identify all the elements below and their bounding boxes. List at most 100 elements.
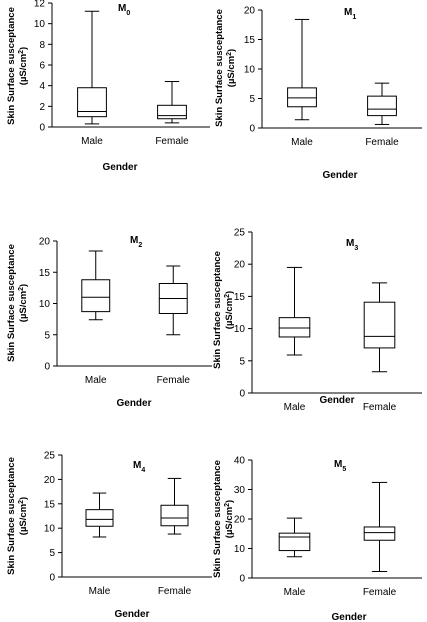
box-female	[363, 282, 396, 373]
chart-title: M1	[344, 7, 356, 21]
box-male	[278, 266, 311, 356]
y-axis-label: Skin Surface susceptance (µS/cm2)	[6, 244, 29, 362]
x-tick-label-male: Male	[89, 586, 111, 597]
x-tick-label-female: Female	[363, 402, 397, 413]
y-tick-label: 5	[239, 356, 245, 367]
x-axis-label: Gender	[331, 612, 366, 622]
y-axis-label: Skin Surface susceptance (µS/cm2)	[214, 9, 237, 127]
y-tick-label: 10	[44, 524, 56, 535]
y-tick-label: 25	[234, 228, 246, 239]
y-axis-label-line1: Skin Surface susceptance	[212, 460, 223, 578]
box-iqr	[363, 301, 396, 349]
chart-m3: Skin Surface susceptance (µS/cm2) M3 Gen…	[212, 228, 422, 413]
y-tick-label: 25	[44, 451, 56, 462]
y-tick-label: 0	[239, 389, 245, 400]
box-iqr	[160, 504, 189, 527]
box-iqr	[278, 532, 311, 552]
box-male	[287, 18, 317, 121]
y-tick-label: 5	[44, 330, 50, 341]
box-iqr	[278, 317, 311, 338]
box-male	[278, 517, 311, 558]
y-axis-label-line2: (µS/cm2)	[18, 284, 30, 322]
x-tick-label-male: Male	[291, 137, 313, 148]
y-axis-label-line2: (µS/cm2)	[226, 49, 238, 87]
y-tick-label: 20	[44, 475, 56, 486]
x-axis-label: Gender	[114, 609, 149, 620]
box-iqr	[81, 279, 111, 313]
y-tick-label: 15	[39, 268, 51, 279]
box-male	[81, 250, 111, 321]
box-iqr	[363, 526, 396, 541]
box-female	[363, 481, 396, 573]
box-iqr	[85, 509, 114, 527]
y-tick-label: 20	[234, 260, 246, 271]
y-tick-label: 10	[234, 544, 246, 555]
x-tick-label-male: Male	[284, 587, 306, 598]
box-male	[77, 10, 107, 125]
chart-title: M2	[130, 235, 142, 249]
x-tick-label-female: Female	[365, 137, 399, 148]
box-female	[158, 265, 188, 336]
y-tick-label: 10	[234, 324, 246, 335]
box-iqr	[157, 104, 187, 120]
y-tick-label: 15	[244, 35, 256, 46]
x-tick-label-female: Female	[157, 375, 191, 386]
x-tick-label-female: Female	[158, 586, 192, 597]
chart-m4: Skin Surface susceptance (µS/cm2) M4 Gen…	[6, 451, 212, 620]
y-axis-label: Skin Surface susceptance (µS/cm2)	[212, 251, 235, 369]
y-tick-label: 10	[39, 299, 51, 310]
y-axis-label: Skin Surface susceptance (µS/cm2)	[6, 7, 29, 125]
box-female	[157, 81, 187, 124]
y-tick-label: 5	[49, 548, 55, 559]
y-tick-label: 0	[49, 573, 55, 584]
x-axis-label: Gender	[319, 395, 354, 406]
y-tick-label: 6	[39, 61, 45, 72]
x-axis-label: Gender	[322, 170, 357, 181]
y-tick-label: 0	[249, 124, 255, 135]
y-tick-label: 10	[244, 65, 256, 76]
y-axis-label: Skin Surface susceptance (µS/cm2)	[6, 457, 29, 575]
y-tick-label: 10	[34, 19, 46, 30]
y-axis-label-line1: Skin Surface susceptance	[6, 244, 17, 362]
y-axis-label-line1: Skin Surface susceptance	[6, 457, 17, 575]
x-tick-label-female: Female	[363, 587, 397, 598]
x-axis-label: Gender	[116, 398, 151, 409]
box-female	[160, 477, 189, 535]
box-iqr	[77, 87, 107, 118]
y-tick-label: 0	[239, 574, 245, 585]
chart-m1: Skin Surface susceptance (µS/cm2) M1 Gen…	[214, 6, 422, 181]
y-tick-label: 5	[249, 94, 255, 105]
box-female	[367, 82, 397, 125]
y-axis-label-line2: (µS/cm2)	[224, 291, 236, 329]
x-tick-label-male: Male	[284, 402, 306, 413]
box-iqr	[367, 95, 397, 117]
y-tick-label: 30	[234, 485, 246, 496]
y-tick-label: 0	[44, 362, 50, 373]
y-axis-label-line2: (µS/cm2)	[18, 497, 30, 535]
y-tick-label: 15	[44, 499, 56, 510]
box-male	[85, 492, 114, 538]
x-tick-label-female: Female	[155, 136, 189, 147]
y-axis-label-line1: Skin Surface susceptance	[212, 251, 223, 369]
y-tick-label: 8	[39, 40, 45, 51]
chart-m0: Skin Surface susceptance (µS/cm2) M0 Gen…	[6, 0, 210, 173]
chart-title: M5	[334, 459, 346, 473]
box-iqr	[287, 87, 317, 108]
y-axis-label-line1: Skin Surface susceptance	[214, 9, 225, 127]
chart-m5: Skin Surface susceptance (µS/cm2) M5 Gen…	[212, 456, 422, 622]
y-tick-label: 20	[39, 237, 51, 248]
chart-title: M3	[346, 238, 358, 252]
y-tick-label: 20	[244, 6, 256, 17]
y-axis-label: Skin Surface susceptance (µS/cm2)	[212, 460, 235, 578]
y-tick-label: 40	[234, 456, 246, 467]
y-tick-label: 4	[39, 81, 45, 92]
y-axis-label-line1: Skin Surface susceptance	[6, 7, 17, 125]
y-axis-label-line2: (µS/cm2)	[224, 500, 236, 538]
y-tick-label: 0	[39, 123, 45, 134]
y-tick-label: 2	[39, 102, 45, 113]
x-tick-label-male: Male	[85, 375, 107, 386]
y-axis-label-line2: (µS/cm2)	[18, 47, 30, 85]
x-axis-label: Gender	[102, 162, 137, 173]
chart-title: M0	[118, 3, 130, 17]
x-tick-label-male: Male	[81, 136, 103, 147]
